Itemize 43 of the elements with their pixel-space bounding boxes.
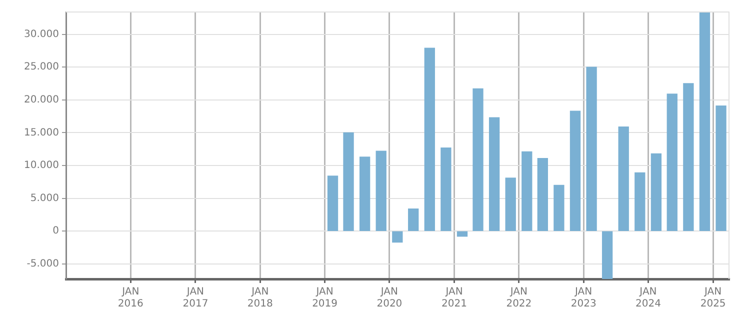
bar bbox=[699, 12, 710, 231]
x-tick-label: JAN 2018 bbox=[247, 286, 273, 310]
bar bbox=[392, 231, 403, 243]
bar bbox=[537, 158, 548, 231]
bar bbox=[634, 172, 646, 231]
y-tick-label: 30.000 bbox=[24, 28, 59, 40]
bar bbox=[343, 132, 354, 231]
y-tick-label: 0 bbox=[52, 226, 59, 237]
bar bbox=[602, 231, 613, 279]
y-tick-label: 10.000 bbox=[24, 160, 59, 172]
x-tick-label: JAN 2024 bbox=[636, 286, 661, 310]
y-tick-label: 5.000 bbox=[30, 192, 59, 204]
bar bbox=[505, 178, 516, 231]
bar bbox=[554, 184, 564, 231]
y-tick-label: 25.000 bbox=[24, 62, 59, 73]
bar bbox=[424, 48, 435, 231]
bar bbox=[683, 83, 694, 231]
bar bbox=[488, 117, 500, 231]
bar bbox=[650, 153, 662, 231]
y-tick-label: 15.000 bbox=[24, 127, 59, 138]
x-tick-label: JAN 2021 bbox=[442, 286, 467, 310]
x-tick-label: JAN 2019 bbox=[312, 286, 338, 310]
bar bbox=[666, 94, 678, 231]
bar bbox=[522, 151, 532, 231]
bar bbox=[359, 156, 370, 231]
bar bbox=[472, 88, 484, 231]
x-tick-label: JAN 2023 bbox=[570, 286, 596, 310]
bar bbox=[376, 150, 386, 231]
y-tick-label: 20.000 bbox=[24, 94, 59, 106]
bar bbox=[456, 231, 468, 237]
bar bbox=[408, 208, 419, 231]
x-tick-label: JAN 2020 bbox=[376, 286, 402, 310]
bar bbox=[570, 110, 581, 231]
y-tick-label: -5.000 bbox=[26, 258, 59, 270]
bar bbox=[618, 126, 629, 231]
bar bbox=[327, 176, 338, 231]
x-tick-label: JAN 2025 bbox=[700, 286, 726, 310]
bar bbox=[716, 105, 726, 231]
bar bbox=[586, 66, 597, 231]
x-tick-label: JAN 2017 bbox=[182, 286, 208, 310]
x-tick-label: JAN 2016 bbox=[118, 286, 144, 310]
bar bbox=[440, 147, 452, 231]
x-tick-label: JAN 2022 bbox=[506, 286, 532, 310]
